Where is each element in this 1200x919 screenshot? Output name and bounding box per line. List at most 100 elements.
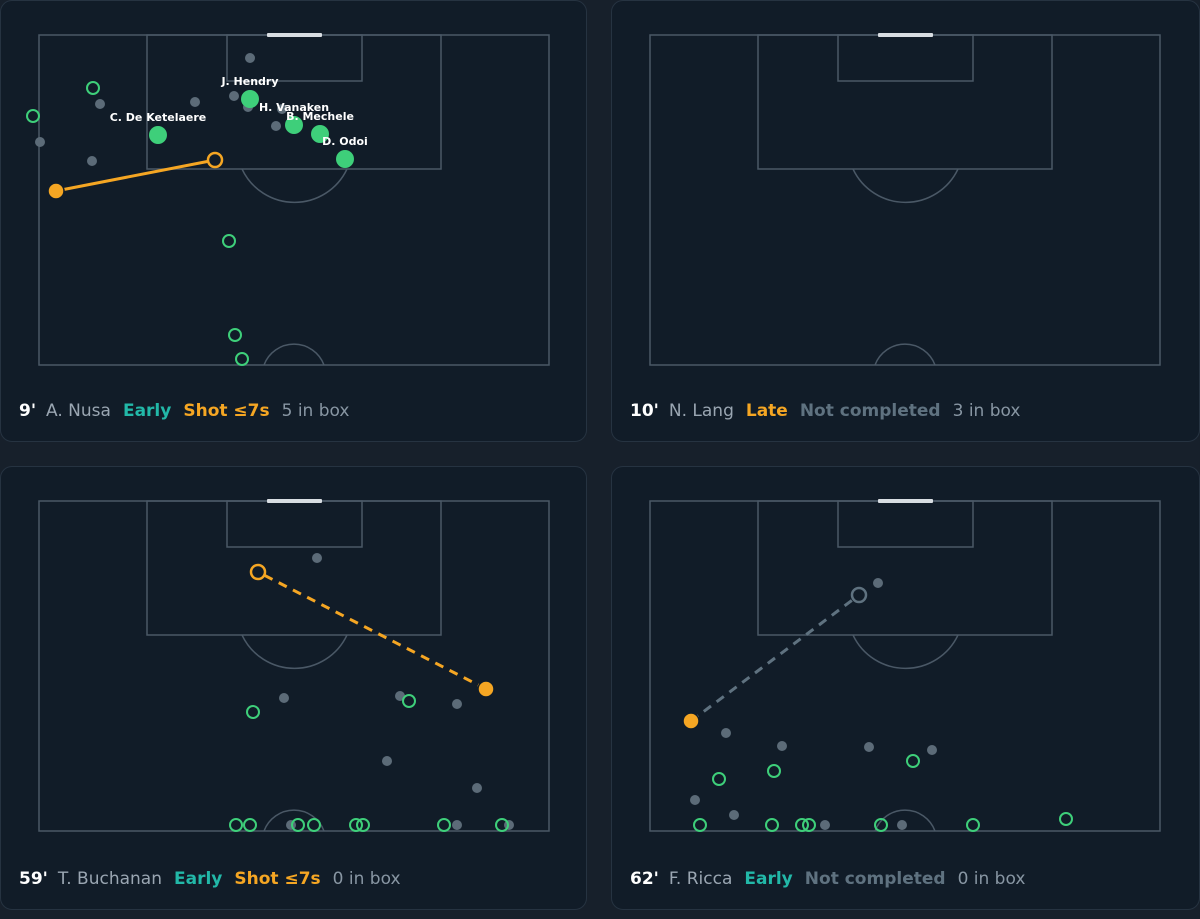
crosser-name: T. Buchanan [57, 869, 162, 889]
minute-label: 9' [19, 401, 37, 421]
penalty-box [146, 500, 442, 636]
cross-caption: 9' A. Nusa Early Shot ≤7s 5 in box [19, 401, 349, 421]
opponent-marker [777, 741, 787, 751]
opponent-marker [87, 156, 97, 166]
pitch-outline [38, 500, 550, 832]
teammate-marker [402, 694, 416, 708]
player-label: C. De Ketelaere [110, 111, 207, 124]
crosser-name: N. Lang [668, 401, 734, 421]
opponent-marker [690, 795, 700, 805]
pitch: A. NusaC. De KetelaereA. Skov Olsen [649, 33, 1161, 366]
penalty-arc [852, 168, 959, 204]
cross-panel[interactable]: 62' F. Ricca Early Not completed 0 in bo… [611, 466, 1200, 910]
timing-tag: Early [744, 869, 793, 889]
opponent-marker [312, 553, 322, 563]
pitch-outline [38, 34, 550, 366]
teammate-in-box-marker [285, 116, 303, 134]
teammate-marker [356, 818, 370, 832]
crosser-marker [477, 680, 495, 698]
player-label: B. Mechele [286, 110, 354, 123]
opponent-marker [452, 699, 462, 709]
opponent-marker [927, 745, 937, 755]
pitch-outline [649, 34, 1161, 366]
penalty-box [757, 34, 1053, 170]
cross-panel[interactable]: C. De Ketelaere J. Hendry H. Vanaken B. Mec… [0, 0, 587, 442]
crosser-marker [682, 712, 700, 730]
teammate-marker [235, 352, 249, 366]
opponent-marker [277, 104, 287, 114]
outcome-tag: Shot ≤7s [234, 869, 321, 889]
penalty-arc [852, 634, 959, 670]
pitch [649, 499, 1161, 832]
outcome-tag: Not completed [799, 401, 941, 421]
teammate-in-box-marker [336, 150, 354, 168]
penalty-box [757, 500, 1053, 636]
box-count: 0 in box [332, 869, 401, 889]
opponent-marker [729, 810, 739, 820]
timing-tag: Early [122, 401, 172, 421]
centre-circle [263, 343, 325, 366]
teammate-marker [26, 109, 40, 123]
centre-circle [874, 343, 936, 366]
teammate-in-box-marker [149, 126, 167, 144]
opponent-marker [95, 99, 105, 109]
goal [267, 499, 322, 503]
player-label: D. Odoi [322, 135, 368, 148]
outcome-tag: Shot ≤7s [183, 401, 270, 421]
crosser-name: A. Nusa [46, 401, 111, 421]
six-yard-box [837, 34, 974, 82]
opponent-marker [245, 53, 255, 63]
minute-label: 62' [630, 869, 659, 889]
teammate-marker [307, 818, 321, 832]
teammate-marker [229, 818, 243, 832]
player-label: J. Hendry [220, 75, 278, 88]
cross-panel[interactable]: A. NusaC. De KetelaereA. Skov Olsen 10' … [611, 0, 1200, 442]
teammate-in-box-marker [311, 125, 329, 143]
cross-caption: 10' N. Lang Late Not completed 3 in box [630, 401, 1020, 421]
cross-path [257, 570, 487, 691]
teammate-marker [874, 818, 888, 832]
opponent-marker [472, 783, 482, 793]
teammate-marker [693, 818, 707, 832]
cross-path [690, 593, 860, 723]
opponent-marker [190, 97, 200, 107]
box-count: 3 in box [952, 401, 1021, 421]
box-count: 0 in box [957, 869, 1026, 889]
opponent-marker [873, 578, 883, 588]
opponent-marker [897, 820, 907, 830]
opponent-marker [279, 693, 289, 703]
opponent-marker [820, 820, 830, 830]
outcome-tag: Not completed [804, 869, 946, 889]
goal [878, 33, 933, 37]
teammate-marker [495, 818, 509, 832]
teammate-marker [228, 328, 242, 342]
cross-target-marker [850, 586, 868, 604]
teammate-marker [1059, 812, 1073, 826]
crosser-marker [47, 182, 65, 200]
cross-target-marker [206, 151, 224, 169]
opponent-marker [721, 728, 731, 738]
teammate-marker [291, 818, 305, 832]
penalty-arc [241, 634, 348, 670]
player-label: H. Vanaken [259, 101, 329, 114]
teammate-marker [966, 818, 980, 832]
cross-path [55, 158, 216, 193]
opponent-marker [35, 137, 45, 147]
opponent-marker [382, 756, 392, 766]
crosser-name: F. Ricca [668, 869, 733, 889]
penalty-arc [241, 168, 348, 204]
teammate-marker [802, 818, 816, 832]
teammate-marker [86, 81, 100, 95]
opponent-marker [271, 121, 281, 131]
minute-label: 10' [630, 401, 659, 421]
teammate-marker [765, 818, 779, 832]
cross-caption: 62' F. Ricca Early Not completed 0 in bo… [630, 869, 1025, 889]
teammate-marker [437, 818, 451, 832]
cross-panel[interactable]: 59' T. Buchanan Early Shot ≤7s 0 in box [0, 466, 587, 910]
teammate-marker [243, 818, 257, 832]
minute-label: 59' [19, 869, 48, 889]
teammate-marker [349, 818, 363, 832]
pitch [38, 499, 550, 832]
